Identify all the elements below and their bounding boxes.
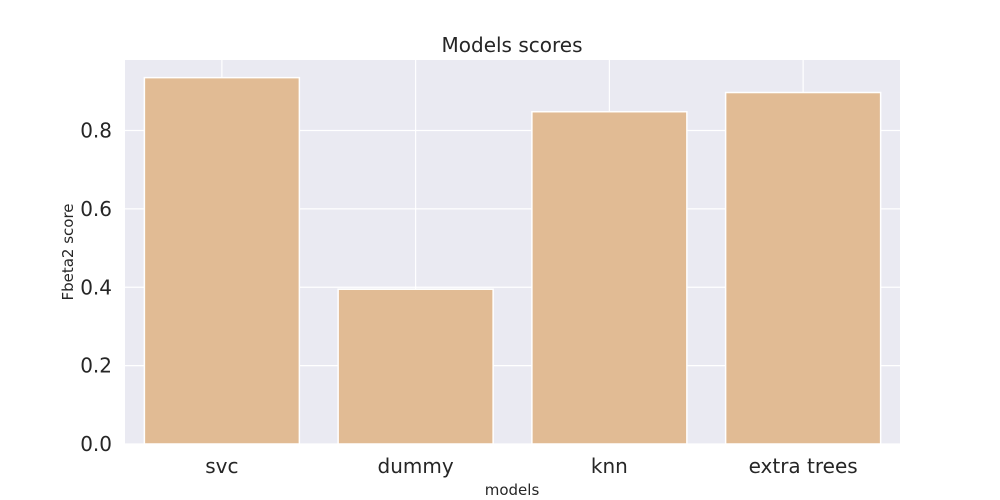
y-axis-label: Fbeta2 score (59, 203, 77, 300)
x-tick-label: knn (591, 454, 628, 478)
x-tick-label: extra trees (749, 454, 858, 478)
y-tick-label: 0.0 (80, 432, 112, 456)
x-tick-label: dummy (378, 454, 454, 478)
y-tick-labels: 0.0 0.2 0.4 0.6 0.8 (80, 119, 112, 456)
bar-svc (143, 76, 301, 445)
y-tick-label: 0.8 (80, 119, 112, 143)
x-tick-labels: svc dummy knn extra trees (205, 454, 857, 478)
bar-dummy (337, 288, 494, 445)
y-tick-label: 0.4 (80, 275, 112, 299)
y-tick-label: 0.6 (80, 197, 112, 221)
x-tick-label: svc (205, 454, 238, 478)
bar-knn (531, 110, 688, 445)
chart-title: Models scores (442, 33, 583, 57)
y-tick-label: 0.2 (80, 354, 112, 378)
bars (143, 76, 882, 445)
bar-extra-trees (724, 91, 882, 445)
x-axis-label: models (485, 481, 540, 499)
